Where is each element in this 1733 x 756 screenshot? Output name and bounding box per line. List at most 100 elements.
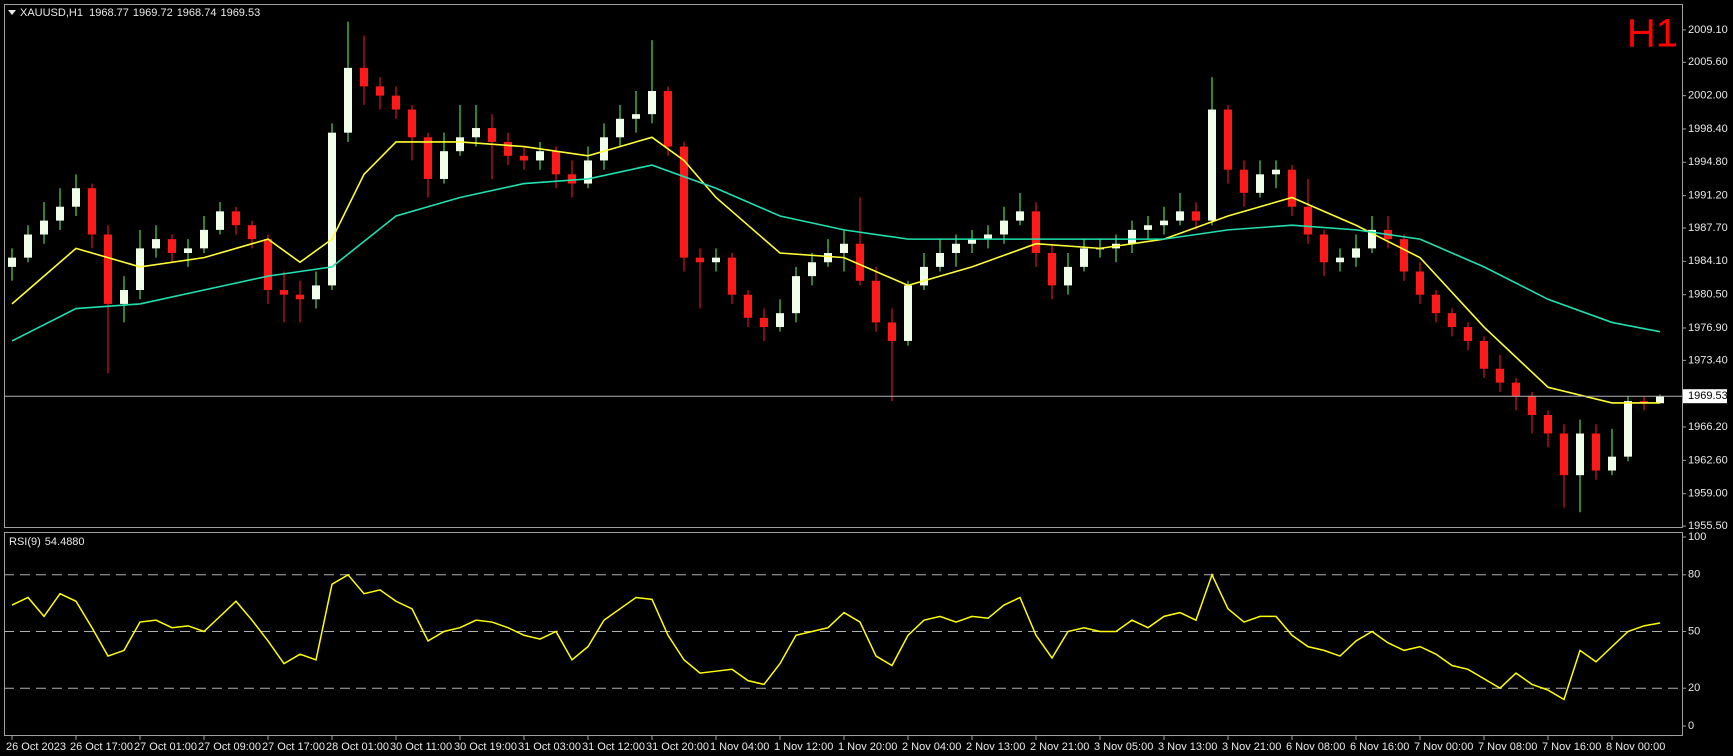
- x-tick-label: 28 Oct 01:00: [326, 741, 389, 753]
- candle-body: [1064, 266, 1072, 286]
- candle-body: [1528, 396, 1536, 415]
- candle-body: [232, 211, 240, 226]
- candle-body: [104, 234, 112, 304]
- candle-body: [360, 67, 368, 87]
- x-tick-label: 31 Oct 20:00: [646, 741, 709, 753]
- header: XAUUSD,H1 1968.77 1969.72 1968.74 1969.53: [20, 7, 260, 19]
- x-tick-label: 7 Nov 16:00: [1542, 741, 1601, 753]
- candle-body: [1304, 206, 1312, 235]
- candle-body: [1080, 248, 1088, 267]
- candle-body: [72, 188, 80, 207]
- x-tick-label: 7 Nov 00:00: [1414, 741, 1473, 753]
- x-tick-label: 2 Nov 13:00: [966, 741, 1025, 753]
- candle-body: [520, 155, 528, 161]
- y-tick-label: 1962.60: [1688, 454, 1728, 466]
- candle-body: [616, 118, 624, 138]
- candle-body: [1352, 248, 1360, 258]
- candle-body: [168, 239, 176, 254]
- candle-body: [392, 95, 400, 110]
- rsi-header: RSI(9) 54.4880: [9, 536, 85, 548]
- candle-body: [952, 243, 960, 254]
- candle-body: [712, 257, 720, 263]
- x-tick-label: 2 Nov 21:00: [1030, 741, 1089, 753]
- y-tick-label: 1984.10: [1688, 255, 1728, 267]
- y-tick-label: 1980.50: [1688, 289, 1728, 301]
- candle-body: [824, 253, 832, 263]
- candle-body: [1160, 220, 1168, 226]
- candle-body: [1592, 433, 1600, 471]
- candle-body: [1624, 401, 1632, 457]
- candle-body: [328, 132, 336, 286]
- x-tick-label: 6 Nov 08:00: [1286, 741, 1345, 753]
- x-tick-label: 2 Nov 04:00: [902, 741, 961, 753]
- candle-body: [584, 160, 592, 184]
- x-tick-label: 3 Nov 21:00: [1222, 741, 1281, 753]
- candle-body: [1192, 211, 1200, 221]
- candle-body: [1416, 271, 1424, 295]
- candle-body: [200, 229, 208, 249]
- candle-body: [552, 151, 560, 175]
- current-price-box: [1683, 389, 1727, 404]
- candle-body: [792, 276, 800, 314]
- x-tick-label: 31 Oct 03:00: [518, 741, 581, 753]
- y-tick-label: 2002.00: [1688, 90, 1728, 102]
- candle-body: [1576, 433, 1584, 476]
- candle-body: [56, 206, 64, 221]
- candle-body: [376, 86, 384, 96]
- candle-body: [568, 174, 576, 184]
- candle-body: [1464, 327, 1472, 341]
- y-tick-label: 1966.20: [1688, 421, 1728, 433]
- menu-triangle: [8, 10, 16, 15]
- open-value: 1968.77: [89, 7, 129, 19]
- candle-body: [1320, 234, 1328, 263]
- y-tick-label: 1973.40: [1688, 354, 1728, 366]
- close-value: 1969.53: [220, 7, 260, 19]
- x-tick-label: 1 Nov 20:00: [838, 741, 897, 753]
- candle-body: [408, 109, 416, 138]
- candle-body: [1032, 211, 1040, 254]
- y-tick-label: 1994.80: [1688, 156, 1728, 168]
- candle-body: [1000, 220, 1008, 235]
- candle-body: [1368, 229, 1376, 249]
- x-tick-label: 1 Nov 12:00: [774, 741, 833, 753]
- candle-body: [1448, 313, 1456, 328]
- rsi-tick-label: 80: [1688, 569, 1700, 581]
- candle-body: [472, 128, 480, 138]
- candle-body: [1176, 211, 1184, 221]
- candle-body: [264, 239, 272, 291]
- candle-body: [1608, 456, 1616, 471]
- candle-body: [136, 248, 144, 291]
- candle-body: [1256, 174, 1264, 193]
- candle-body: [1496, 368, 1504, 383]
- x-tick-label: 30 Oct 19:00: [454, 741, 517, 753]
- candle-body: [904, 285, 912, 341]
- y-tick-label: 2005.60: [1688, 56, 1728, 68]
- moving-average: [11, 164, 1661, 342]
- candle-body: [1272, 169, 1280, 175]
- candle-body: [424, 137, 432, 179]
- candle-body: [1288, 169, 1296, 207]
- candle-body: [1208, 109, 1216, 221]
- y-tick-label: 1959.00: [1688, 488, 1728, 500]
- rsi-tick-label: 50: [1688, 625, 1700, 637]
- candle-body: [840, 243, 848, 254]
- rsi-line: [11, 572, 1661, 701]
- y-tick-label: 2009.10: [1688, 24, 1728, 36]
- candle-body: [1224, 109, 1232, 170]
- symbol: XAUUSD,H1: [20, 7, 83, 19]
- candle-body: [24, 234, 32, 258]
- candle-body: [856, 243, 864, 281]
- candle-body: [760, 317, 768, 328]
- price-panel: [4, 4, 1683, 528]
- candle-body: [664, 91, 672, 147]
- rsi-tick-label: 20: [1688, 682, 1700, 694]
- candle-body: [648, 91, 656, 115]
- rsi-name: RSI(9): [9, 536, 41, 548]
- candle-body: [872, 280, 880, 323]
- candle-body: [536, 151, 544, 161]
- candle-body: [600, 137, 608, 161]
- y-tick-label: 1998.40: [1688, 123, 1728, 135]
- candle-body: [1656, 396, 1664, 404]
- candle-body: [1512, 382, 1520, 397]
- candle-body: [1016, 211, 1024, 221]
